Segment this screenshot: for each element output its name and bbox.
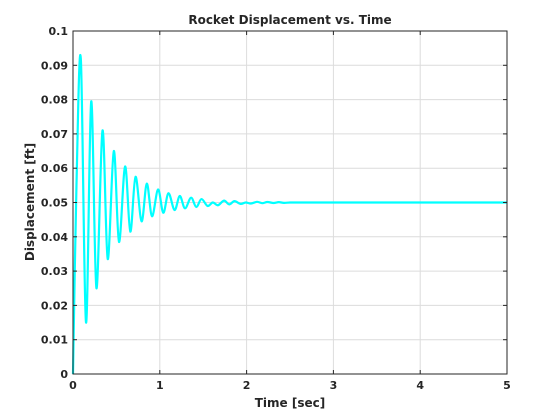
y-tick-label: 0.04 bbox=[41, 231, 68, 244]
x-axis-label: Time [sec] bbox=[255, 396, 325, 410]
x-tick-labels: 0 1 2 3 4 5 bbox=[69, 379, 511, 392]
y-tick-label: 0.06 bbox=[41, 162, 68, 175]
y-tick-label: 0.1 bbox=[49, 25, 69, 38]
grid-lines bbox=[72, 30, 508, 375]
x-tick-label: 3 bbox=[330, 379, 338, 392]
x-tick-label: 0 bbox=[69, 379, 77, 392]
y-tick-label: 0.09 bbox=[41, 59, 68, 72]
tick-marks bbox=[72, 30, 508, 375]
series-line bbox=[71, 54, 507, 375]
y-axis-label: Displacement [ft] bbox=[23, 143, 37, 261]
y-tick-label: 0.03 bbox=[41, 265, 68, 278]
y-tick-labels: 0 0.01 0.02 0.03 0.04 0.05 0.06 0.07 0.08 0.09 0.1 bbox=[41, 25, 68, 381]
y-tick-label: 0.07 bbox=[41, 128, 68, 141]
y-tick-label: 0 bbox=[60, 368, 68, 381]
y-tick-label: 0.08 bbox=[41, 94, 68, 107]
y-tick-label: 0.02 bbox=[41, 299, 68, 312]
x-tick-label: 1 bbox=[156, 379, 164, 392]
series-layer bbox=[71, 54, 507, 375]
chart-title: Rocket Displacement vs. Time bbox=[188, 13, 391, 27]
y-tick-label: 0.05 bbox=[41, 197, 68, 210]
x-tick-label: 4 bbox=[416, 379, 424, 392]
x-tick-label: 2 bbox=[243, 379, 251, 392]
y-tick-label: 0.01 bbox=[41, 334, 68, 347]
x-tick-label: 5 bbox=[503, 379, 511, 392]
